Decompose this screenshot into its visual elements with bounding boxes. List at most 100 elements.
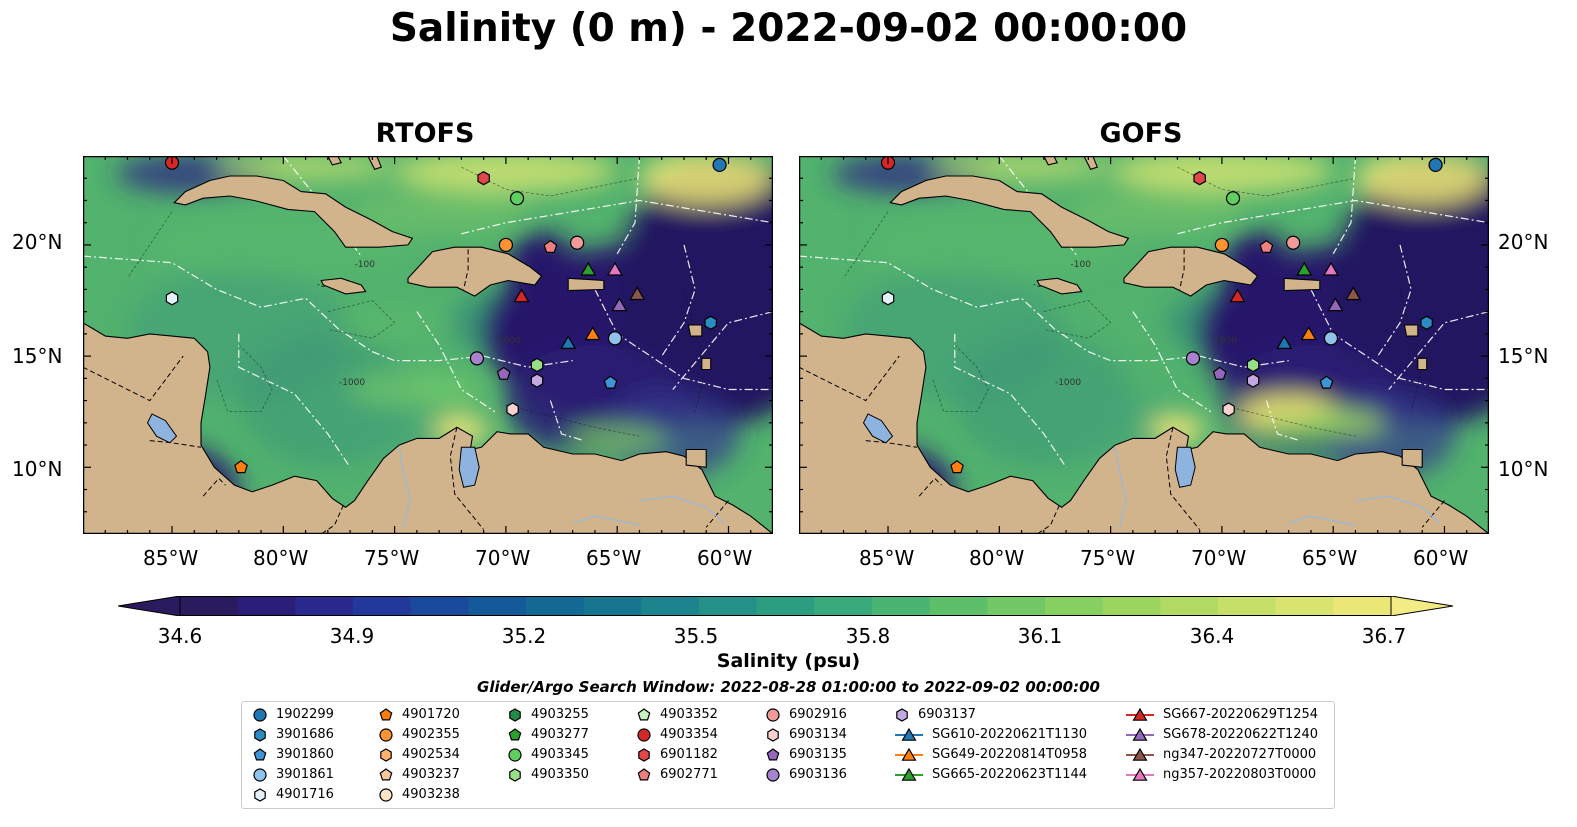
rivers xyxy=(398,447,725,528)
marker-SG649-20220814T0958 xyxy=(584,326,601,341)
contour-label: -1000 xyxy=(1055,378,1081,388)
legend-item: 3901861 xyxy=(252,765,334,784)
country-borders xyxy=(83,249,729,534)
legend-marker-icon xyxy=(896,707,908,722)
legend-label: 6901182 xyxy=(660,747,718,762)
legend-marker-icon xyxy=(637,767,651,780)
marker-ng347-20220727T0000 xyxy=(1345,286,1362,301)
legend-marker xyxy=(637,767,651,780)
axis-ticks xyxy=(799,156,1489,534)
legend-marker xyxy=(1132,727,1148,741)
axis-ticks xyxy=(83,156,773,534)
legend-label: 4901716 xyxy=(276,787,334,802)
legend-label: 4903345 xyxy=(531,747,589,762)
marker-6901182 xyxy=(1193,171,1206,186)
legend-item: 6903136 xyxy=(765,765,847,784)
legend-label: 4903237 xyxy=(402,767,460,782)
colorbar-segment xyxy=(468,596,527,616)
legend-marker xyxy=(379,727,393,742)
legend-marker xyxy=(253,707,267,722)
colorbar-segment xyxy=(583,596,642,616)
legend-label: 6902771 xyxy=(660,767,718,782)
colorbar-tick: 35.2 xyxy=(501,624,547,648)
legend-marker-icon xyxy=(766,747,780,760)
legend-marker-icon xyxy=(508,727,522,740)
marker-4902355 xyxy=(1214,237,1230,253)
marker-3901686 xyxy=(704,315,717,330)
float-glider-markers xyxy=(880,156,1443,474)
legend-marker-icon xyxy=(637,727,651,742)
legend-marker-icon xyxy=(379,787,393,802)
legend-item: 4903237 xyxy=(378,765,460,784)
legend-marker-icon xyxy=(638,747,650,762)
colorbar-segment xyxy=(180,596,239,616)
marker-4903345 xyxy=(1225,191,1241,206)
legend-label: 4903354 xyxy=(660,727,718,742)
lake xyxy=(1174,446,1196,488)
legend-marker-icon xyxy=(254,727,266,742)
legend-item: 4902355 xyxy=(378,725,460,744)
colorbar-segment xyxy=(699,596,758,616)
marker-SG610-20220621T1130 xyxy=(560,335,577,349)
colorbar-segment xyxy=(353,596,412,616)
legend-marker-icon xyxy=(509,707,521,722)
colorbar-segment xyxy=(814,596,873,616)
legend-marker xyxy=(379,787,393,802)
legend-marker-icon xyxy=(508,747,522,762)
marker-3901861 xyxy=(607,331,623,346)
legend-marker xyxy=(508,727,522,740)
colorbar-segment xyxy=(1218,596,1277,616)
marker-6901182 xyxy=(477,171,490,186)
colorbar-segment xyxy=(756,596,815,616)
lon-label-left-80w: 80°W xyxy=(253,546,309,570)
colorbar-segment xyxy=(410,596,469,616)
colorbar-tick: 36.1 xyxy=(1017,624,1063,648)
legend-marker-icon xyxy=(253,707,267,722)
marker-4901720 xyxy=(950,460,964,474)
marker-SG665-20220623T1144 xyxy=(580,261,597,276)
lon-label-right-70w: 70°W xyxy=(1191,546,1247,570)
legend-marker xyxy=(379,707,393,720)
legend-marker xyxy=(1132,747,1148,761)
land-hispaniola xyxy=(407,246,543,297)
legend-item: 6902916 xyxy=(765,705,847,724)
country-borders xyxy=(799,249,1445,534)
legend-item: SG667-20220629T1254 xyxy=(1125,705,1318,724)
lon-label-right-65w: 65°W xyxy=(1302,546,1358,570)
legend-item: 4902534 xyxy=(378,745,460,764)
colorbar-segment xyxy=(295,596,354,616)
bathymetry-contours xyxy=(127,166,707,437)
legend-label: 6903137 xyxy=(918,707,976,722)
lat-label-right-20n: 20°N xyxy=(1498,230,1549,254)
legend-marker-icon xyxy=(379,727,393,742)
marker-6902771 xyxy=(1259,239,1274,254)
lon-label-right-60w: 60°W xyxy=(1413,546,1469,570)
lon-label-left-65w: 65°W xyxy=(586,546,642,570)
legend-marker xyxy=(767,727,779,742)
legend-marker-icon xyxy=(637,707,651,720)
colorbar-segment xyxy=(526,596,585,616)
rtofs-salinity-map: -100-100-1000-1000 xyxy=(83,156,773,534)
marker-6902916 xyxy=(570,235,585,250)
legend-label: 4903350 xyxy=(531,767,589,782)
legend-label: 4903238 xyxy=(402,787,460,802)
lon-label-right-75w: 75°W xyxy=(1080,546,1136,570)
rivers xyxy=(1114,447,1441,528)
land-martinique xyxy=(1417,357,1428,371)
legend-label: SG649-20220814T0958 xyxy=(932,747,1088,762)
legend-label: SG610-20220621T1130 xyxy=(932,727,1088,742)
legend-marker xyxy=(901,767,917,781)
legend-marker xyxy=(638,747,650,762)
legend-marker-icon xyxy=(379,707,393,720)
land xyxy=(83,156,773,534)
legend-marker xyxy=(766,767,780,782)
land-hispaniola xyxy=(1123,246,1259,297)
land-centralAmerica xyxy=(83,322,773,534)
legend-marker xyxy=(1132,767,1148,781)
legend-marker xyxy=(254,787,266,802)
colorbar-extend-high xyxy=(1390,596,1453,616)
legend-marker-icon xyxy=(767,727,779,742)
legend-marker-icon xyxy=(766,707,780,722)
legend-marker xyxy=(766,747,780,760)
marker-4901716 xyxy=(881,291,895,306)
